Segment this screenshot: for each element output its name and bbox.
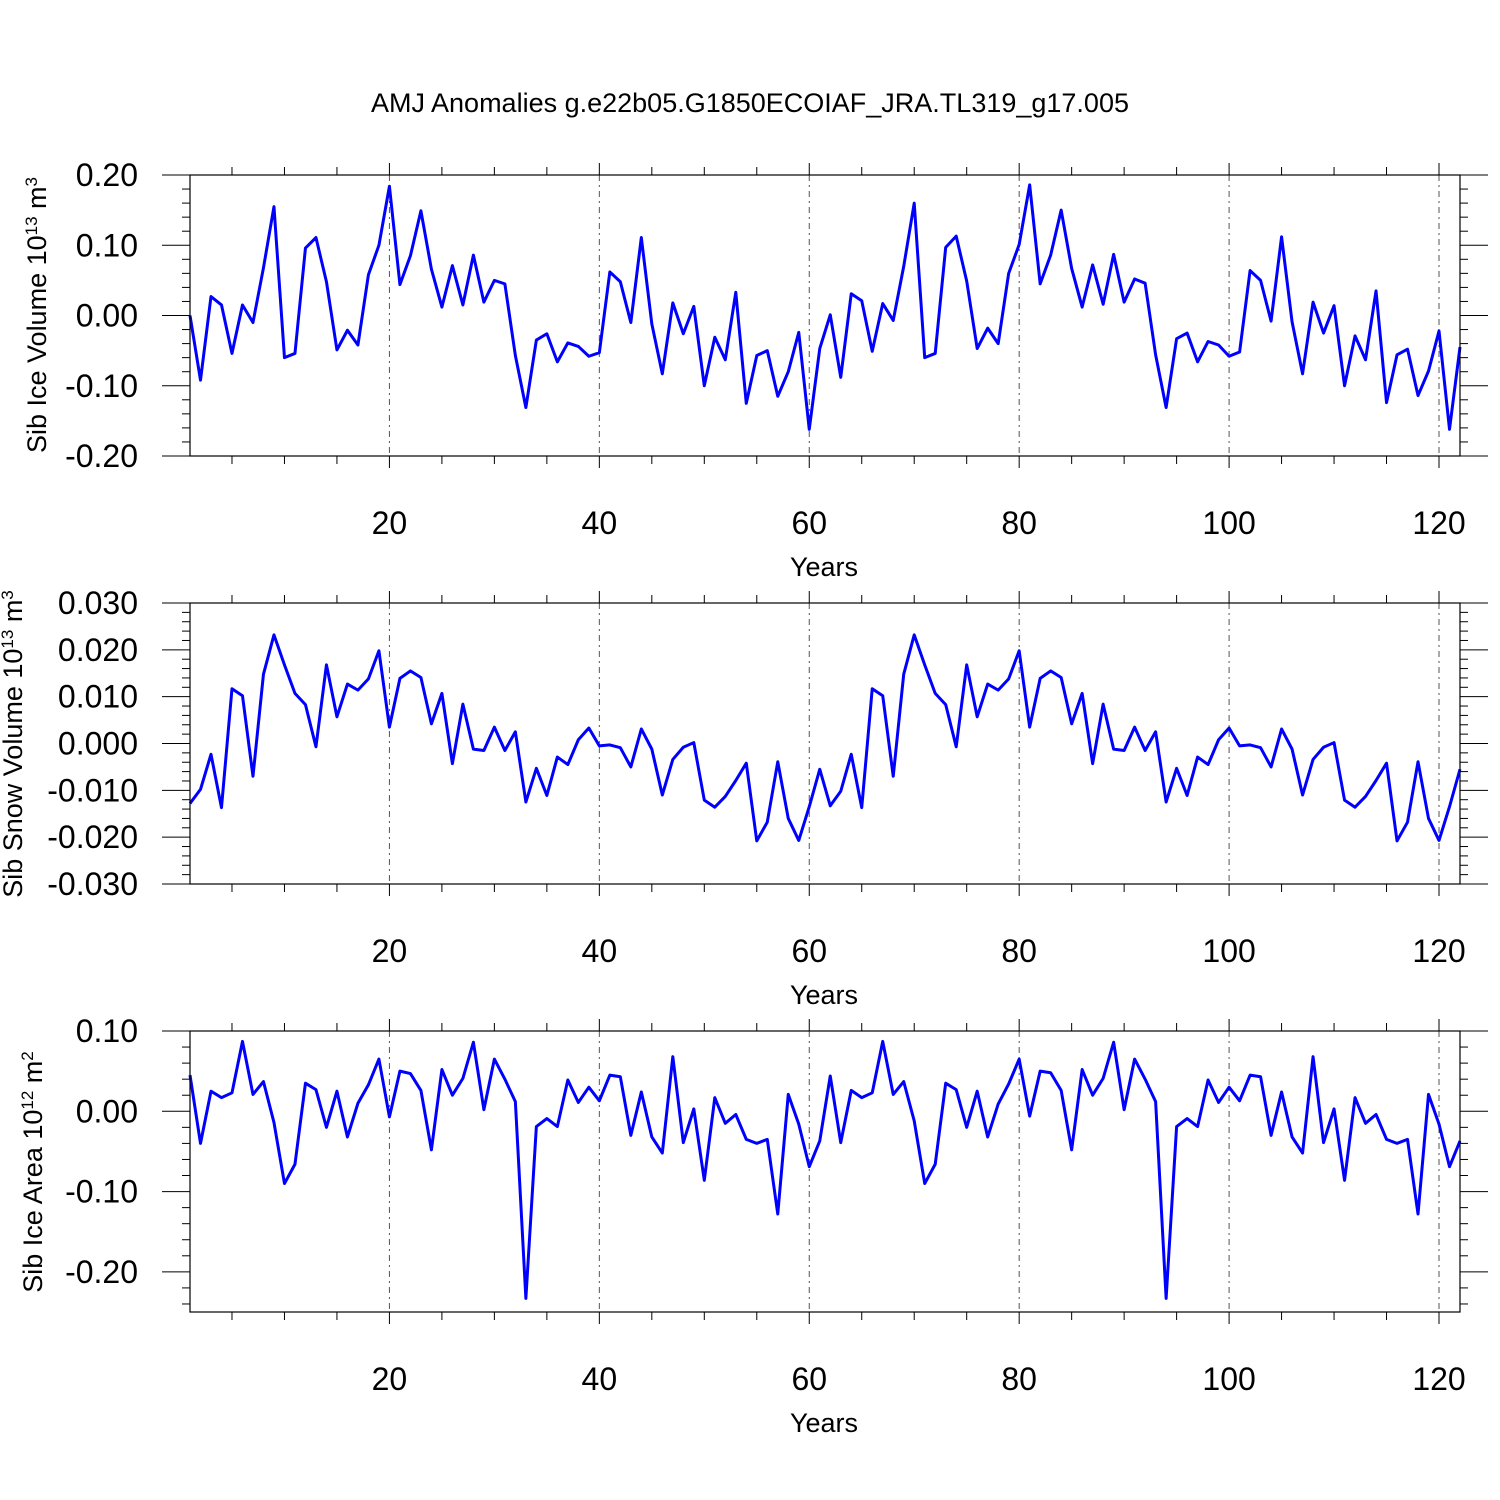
x-tick-label: 20 [372, 505, 408, 541]
y-tick-label: -0.20 [65, 438, 138, 474]
x-tick-label: 60 [791, 1361, 827, 1397]
plot-frame [189, 174, 1461, 457]
y-axis-label: Sib Ice Volume 1013 m3 [22, 177, 53, 453]
y-tick-label: 0.010 [58, 679, 138, 715]
x-tick-label: 100 [1202, 505, 1255, 541]
y-tick-label: -0.10 [65, 368, 138, 404]
y-axis-label: Sib Ice Area 1012 m2 [18, 1051, 49, 1293]
series-line [188, 1039, 1462, 1300]
x-axis-label: Years [790, 552, 858, 582]
y-tick-label: 0.10 [76, 1013, 138, 1049]
panel-snow-volume: Years Sib Snow Volume 1013 m3 -0.030 -0.0… [0, 585, 1488, 1010]
y-tick-label: -0.030 [47, 866, 138, 902]
x-tick-label: 120 [1412, 1361, 1465, 1397]
x-tick-label: 40 [582, 505, 618, 541]
x-tick-label: 20 [372, 1361, 408, 1397]
plot-frame [189, 602, 1461, 885]
y-tick-label: 0.00 [76, 1093, 138, 1129]
chart-title: AMJ Anomalies g.e22b05.G1850ECOIAF_JRA.T… [371, 88, 1129, 118]
y-tick-label: 0.00 [76, 298, 138, 334]
series-line [188, 183, 1462, 431]
x-tick-label: 60 [791, 933, 827, 969]
series-line [188, 633, 1462, 843]
panel-ice-volume: Years Sib Ice Volume 1013 m3 -0.20 -0.10 0… [22, 157, 1488, 582]
x-tick-label: 40 [582, 1361, 618, 1397]
x-tick-label: 120 [1412, 505, 1465, 541]
x-tick-label: 40 [582, 933, 618, 969]
y-tick-label: 0.020 [58, 632, 138, 668]
x-axis-label: Years [790, 1408, 858, 1438]
x-tick-label: 80 [1001, 933, 1037, 969]
y-axis-label: Sib Snow Volume 1013 m3 [0, 590, 28, 898]
x-tick-label: 120 [1412, 933, 1465, 969]
y-tick-label: -0.010 [47, 772, 138, 808]
x-tick-label: 60 [791, 505, 827, 541]
x-tick-label: 100 [1202, 1361, 1255, 1397]
plot-frame [189, 1030, 1461, 1313]
y-tick-label: 0.20 [76, 157, 138, 193]
x-axis-label: Years [790, 980, 858, 1010]
y-tick-label: -0.020 [47, 819, 138, 855]
x-tick-label: 80 [1001, 1361, 1037, 1397]
y-tick-label: 0.10 [76, 227, 138, 263]
y-tick-label: -0.20 [65, 1254, 138, 1290]
y-tick-label: 0.030 [58, 585, 138, 621]
y-tick-label: 0.000 [58, 726, 138, 762]
x-tick-label: 20 [372, 933, 408, 969]
panel-ice-area: Years Sib Ice Area 1012 m2 -0.20 -0.10 0.0… [18, 1013, 1488, 1438]
x-tick-label: 80 [1001, 505, 1037, 541]
y-tick-label: -0.10 [65, 1174, 138, 1210]
x-tick-label: 100 [1202, 933, 1255, 969]
